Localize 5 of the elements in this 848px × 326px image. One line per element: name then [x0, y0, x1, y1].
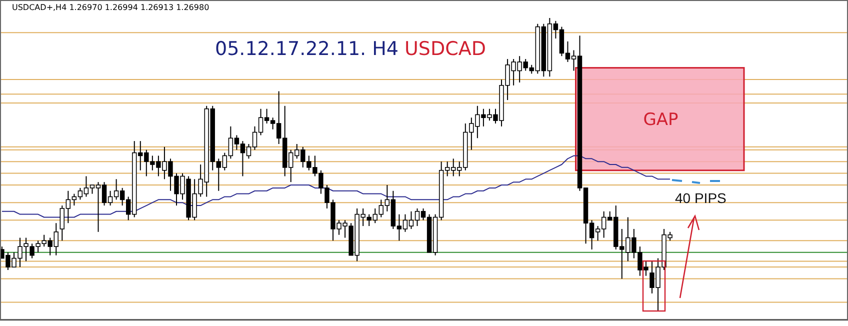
text: USDCAD+,H4 1.26970 1.26994 1.26913 1.26980: [12, 3, 210, 12]
text: USDCAD: [404, 38, 486, 60]
band-label: GAP: [643, 110, 678, 130]
text: 40 PIPS: [675, 190, 726, 206]
text: 05.12.17.22.11. H4: [215, 38, 398, 60]
